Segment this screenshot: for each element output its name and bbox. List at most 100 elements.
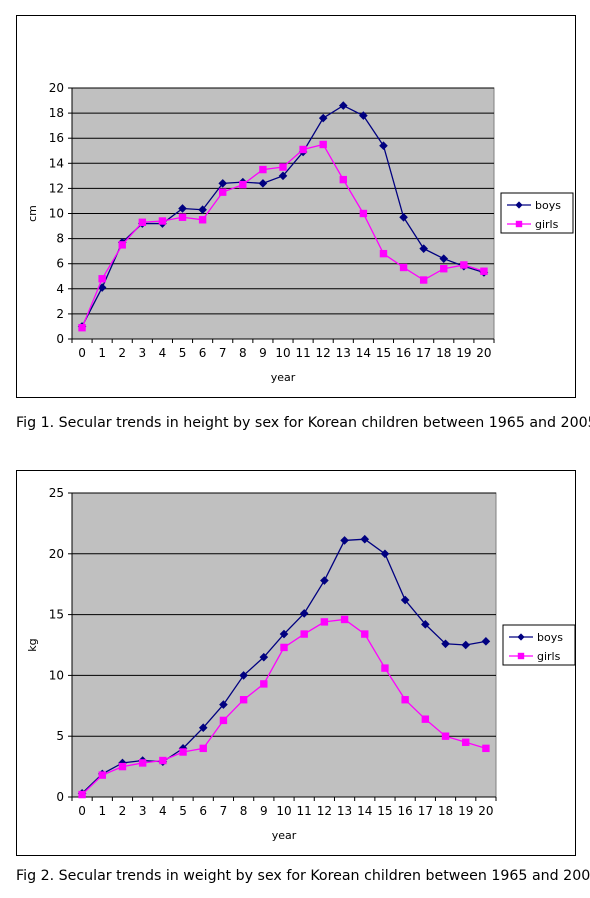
height-chart-boys-point <box>198 205 207 215</box>
weight-chart-girls-point <box>441 732 450 740</box>
figure-2-caption: Fig 2. Secular trends in weight by sex f… <box>16 868 590 884</box>
height-chart-legend-boys-label: boys <box>535 199 561 212</box>
height-chart-girls-point <box>379 249 388 258</box>
height-chart-girls-point <box>460 261 468 269</box>
height-chart-girls-point <box>118 241 126 249</box>
weight-chart-x-tick-label: 12 <box>317 804 332 818</box>
weight-chart-y-tick-label: 25 <box>49 486 64 500</box>
height-chart-girls-point <box>480 267 488 275</box>
weight-chart-girls-point <box>300 630 308 638</box>
weight-chart-girls-point <box>421 715 430 723</box>
height-chart-x-tick-label: 17 <box>416 346 431 360</box>
height-chart-x-tick-label: 15 <box>376 346 391 360</box>
weight-chart-boys-point <box>461 640 471 650</box>
height-chart-boys-point <box>338 101 348 110</box>
weight-chart-x-tick-label: 17 <box>418 804 433 818</box>
weight-chart-boys-point <box>198 723 208 732</box>
height-chart-y-tick-label: 16 <box>49 131 64 145</box>
height-chart-x-tick-label: 1 <box>98 346 106 360</box>
weight-chart-x-tick-label: 9 <box>260 804 268 818</box>
weight-chart-frame: 0 5 10 15 20 25 0 1 2 3 4 5 6 7 8 9 10 11 12 13 14 15 16 17 18 19… <box>16 470 576 856</box>
weight-chart-boys-point <box>320 576 329 585</box>
height-chart-legend-girls-marker <box>515 220 523 228</box>
weight-chart-boys-point <box>481 637 491 646</box>
height-chart-girls-point <box>440 265 448 273</box>
height-chart-boys-point <box>439 254 449 263</box>
weight-chart-x-tick-label: 7 <box>220 804 228 818</box>
weight-chart-girls-point <box>138 759 147 767</box>
height-chart-x-tick-label: 14 <box>356 346 371 360</box>
weight-chart-girls-point <box>199 744 207 753</box>
weight-chart-boys-point <box>279 629 289 639</box>
weight-chart-boys-point <box>360 534 370 544</box>
height-chart-x-tick-label: 10 <box>275 346 290 360</box>
height-chart-boys-point <box>97 283 107 292</box>
weight-chart-boys-point <box>239 671 248 680</box>
weight-chart-y-tick-label: 0 <box>56 790 64 804</box>
weight-chart-girls-point <box>320 618 329 626</box>
height-chart-y-tick-label: 14 <box>49 156 64 170</box>
weight-chart-girls-point <box>239 696 248 704</box>
weight-chart-boys-point <box>441 639 450 649</box>
height-chart-girls-point <box>279 163 287 171</box>
height-chart-girls-point <box>178 213 187 221</box>
height-chart-girls-point <box>158 217 167 225</box>
height-chart-boys-point <box>419 244 428 253</box>
height-chart-x-tick-label: 11 <box>295 346 310 360</box>
height-chart-girls-point <box>219 188 227 196</box>
weight-chart-x-tick-label: 15 <box>377 804 392 818</box>
height-chart-girls-point <box>399 263 408 272</box>
height-chart-y-axis-title: cm <box>26 205 39 222</box>
weight-chart-x-tick-label: 8 <box>240 804 248 818</box>
weight-chart-x-axis-title: year <box>272 829 297 842</box>
height-chart-legend-boys-marker <box>515 201 523 209</box>
height-chart-y-tick-label: 18 <box>49 106 64 120</box>
weight-chart-y-tick-label: 5 <box>56 729 64 743</box>
weight-chart-girls-point <box>260 680 268 688</box>
weight-chart-x-tick-label: 18 <box>438 804 453 818</box>
weight-chart-legend-girls-marker <box>517 652 525 660</box>
height-chart-girls-point <box>259 165 267 174</box>
height-chart-y-tick-label: 0 <box>56 332 64 346</box>
height-chart-frame: 0 2 4 6 8 10 12 14 16 18 20 0 1 2 3 4 5 6 7 8 9 10 11 12 13 14 15 1… <box>16 15 576 398</box>
weight-chart-x-tick-label: 0 <box>78 804 86 818</box>
height-chart-girls-point <box>339 175 347 184</box>
height-chart-x-tick-label: 6 <box>199 346 207 360</box>
weight-chart-girls-point <box>179 748 187 756</box>
weight-chart-girls-point <box>462 738 470 746</box>
weight-chart-boys-point <box>400 595 410 605</box>
height-chart-y-tick-label: 8 <box>56 232 64 246</box>
height-chart-x-tick-label: 9 <box>259 346 267 360</box>
figure-1-caption: Fig 1. Secular trends in height by sex f… <box>16 415 590 431</box>
height-chart-legend <box>500 192 574 234</box>
weight-chart-x-tick-label: 14 <box>357 804 372 818</box>
weight-chart-girls-point <box>361 630 369 638</box>
height-chart-girls-point <box>239 180 247 189</box>
weight-chart-y-tick-label: 10 <box>49 668 64 682</box>
height-chart-girls-point <box>419 276 428 284</box>
height-chart-girls-point <box>299 145 307 154</box>
height-chart-y-tick-label: 12 <box>49 181 64 195</box>
height-chart-x-tick-label: 8 <box>239 346 247 360</box>
weight-chart-girls-point <box>280 643 288 652</box>
weight-chart-girls-point <box>78 790 86 799</box>
height-chart-boys-point <box>178 204 187 213</box>
height-chart-x-tick-label: 12 <box>316 346 331 360</box>
height-chart-boys-point <box>359 111 368 120</box>
weight-chart-x-tick-label: 5 <box>179 804 187 818</box>
weight-chart-y-tick-label: 15 <box>49 608 64 622</box>
weight-chart-x-tick-label: 1 <box>98 804 106 818</box>
weight-chart-x-tick-label: 6 <box>199 804 207 818</box>
weight-chart-girls-point <box>118 762 127 771</box>
height-chart-y-tick-label: 10 <box>49 207 64 221</box>
weight-chart-y-tick-label: 20 <box>49 547 64 561</box>
height-chart-x-tick-label: 0 <box>78 346 86 360</box>
height-chart-x-tick-label: 4 <box>159 346 167 360</box>
weight-chart-boys-point <box>299 609 309 618</box>
weight-chart-legend-boys-label: boys <box>537 631 563 644</box>
weight-chart-girls-point <box>159 756 167 765</box>
weight-chart-y-axis-title: kg <box>26 638 39 651</box>
height-chart-girls-point <box>319 140 327 149</box>
weight-chart-girls-point <box>340 615 349 624</box>
